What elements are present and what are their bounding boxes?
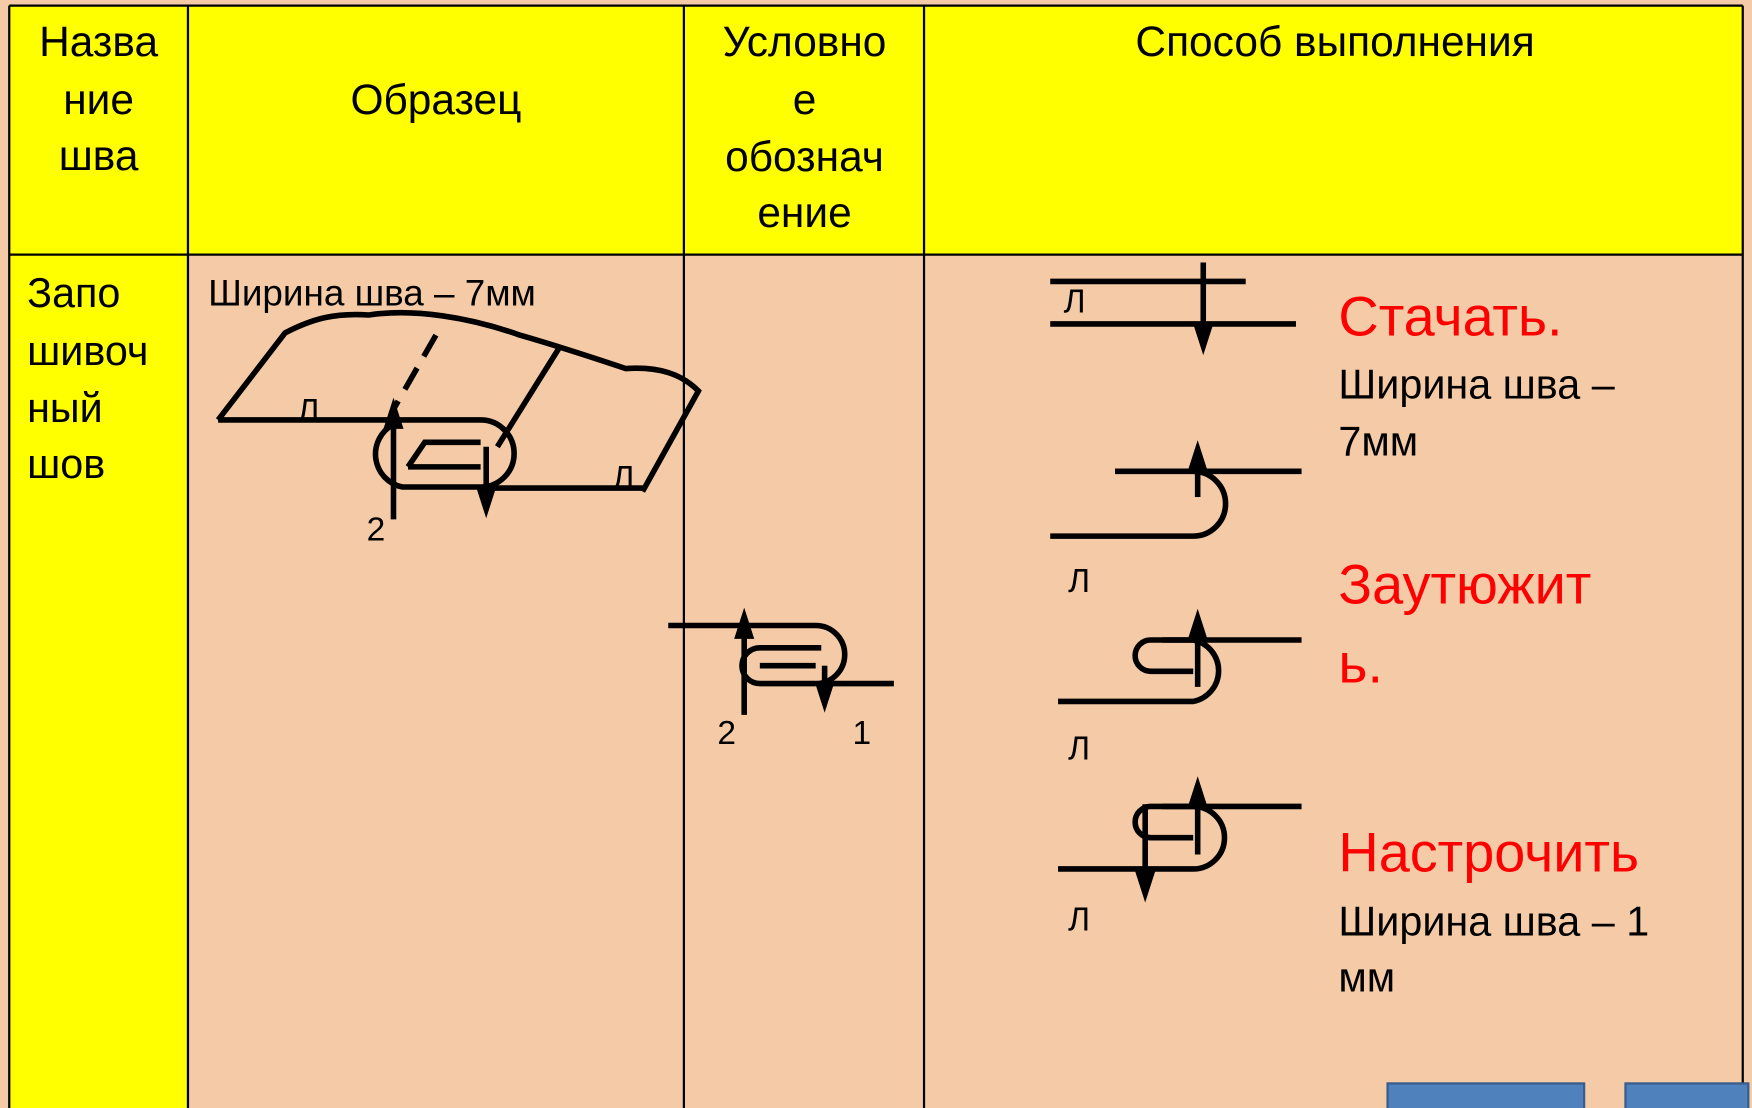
label: Запо bbox=[27, 270, 120, 316]
label: Заутюжит bbox=[1338, 552, 1591, 615]
label: 2 bbox=[717, 715, 736, 752]
nav-back-button[interactable] bbox=[1386, 1082, 1586, 1108]
shape bbox=[405, 439, 481, 470]
label: Назва bbox=[39, 18, 158, 65]
label: ение bbox=[757, 189, 851, 236]
label: Ширина шва – 1 bbox=[1338, 899, 1649, 945]
label: Л bbox=[612, 460, 634, 497]
name-text: Запо шивоч ный шов bbox=[27, 270, 148, 487]
shape bbox=[494, 347, 562, 449]
label: Образец bbox=[350, 76, 521, 123]
label: мм bbox=[1338, 955, 1395, 1001]
method-text: Стачать. Ширина шва – 7мм Заутюжит ь. На… bbox=[1338, 284, 1649, 1000]
label: Условно bbox=[723, 18, 887, 65]
shape bbox=[388, 333, 439, 415]
label: Л bbox=[1068, 730, 1090, 767]
label: шивоч bbox=[27, 328, 148, 374]
shape bbox=[215, 309, 702, 493]
label: 2 bbox=[367, 512, 386, 549]
label: 7мм bbox=[1338, 418, 1418, 464]
label: ние bbox=[63, 76, 134, 123]
header-text: Назва ние шва Образец Условно е обознач … bbox=[39, 18, 1535, 236]
shape bbox=[1135, 871, 1156, 903]
shape bbox=[1187, 440, 1208, 472]
label: шва bbox=[59, 132, 139, 179]
name-cell bbox=[9, 254, 188, 1108]
label: 1 bbox=[853, 715, 872, 752]
label: обознач bbox=[725, 133, 884, 180]
shape bbox=[383, 397, 404, 429]
shape bbox=[1187, 776, 1208, 808]
label: Способ выполнения bbox=[1135, 18, 1534, 65]
label: ь. bbox=[1338, 632, 1383, 695]
table-grid bbox=[8, 4, 1744, 1108]
label: шов bbox=[27, 441, 105, 487]
method-drawings: Л Л Л Л bbox=[1050, 262, 1302, 938]
header-row bbox=[9, 5, 1743, 255]
label: ный bbox=[27, 385, 103, 431]
symbol-drawing: 2 1 bbox=[668, 607, 894, 752]
label: Ширина шва – bbox=[1338, 361, 1614, 407]
shape bbox=[1187, 608, 1208, 641]
label: Л bbox=[1064, 284, 1086, 321]
nav-next-button[interactable] bbox=[1624, 1082, 1750, 1108]
shape bbox=[1050, 468, 1229, 539]
label: Л bbox=[1068, 901, 1090, 938]
shape bbox=[1058, 803, 1228, 872]
sample-drawing: Ширина шва – 7мм Л Л 2 bbox=[208, 273, 702, 549]
label: е bbox=[793, 76, 817, 123]
shape bbox=[734, 607, 755, 639]
shape bbox=[476, 486, 497, 519]
label: Л bbox=[297, 393, 319, 430]
label: Ширина шва – 7мм bbox=[208, 273, 536, 314]
label: Л bbox=[1068, 563, 1090, 600]
label: Стачать. bbox=[1338, 284, 1562, 347]
label: Настрочить bbox=[1338, 820, 1639, 883]
shape bbox=[1193, 323, 1214, 356]
shape bbox=[814, 681, 835, 713]
